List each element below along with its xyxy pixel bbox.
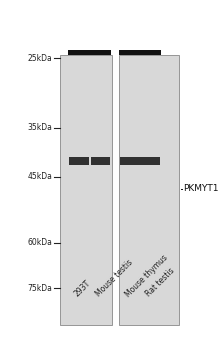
Bar <box>69 157 89 165</box>
Text: 60kDa: 60kDa <box>27 238 52 247</box>
Text: PKMYT1: PKMYT1 <box>183 184 218 194</box>
Text: Mouse testis: Mouse testis <box>94 258 135 299</box>
Bar <box>119 50 161 55</box>
Bar <box>140 157 160 165</box>
Text: 25kDa: 25kDa <box>27 54 52 63</box>
Bar <box>119 55 179 325</box>
Bar <box>91 157 110 165</box>
Bar <box>68 50 111 55</box>
Text: 75kDa: 75kDa <box>27 284 52 293</box>
Text: 35kDa: 35kDa <box>27 124 52 132</box>
Bar <box>120 157 140 165</box>
Text: Mouse thymus: Mouse thymus <box>124 253 170 299</box>
Bar <box>60 55 112 325</box>
Text: Rat testis: Rat testis <box>144 266 176 299</box>
Text: 45kDa: 45kDa <box>27 172 52 181</box>
Text: 293T: 293T <box>72 279 92 299</box>
